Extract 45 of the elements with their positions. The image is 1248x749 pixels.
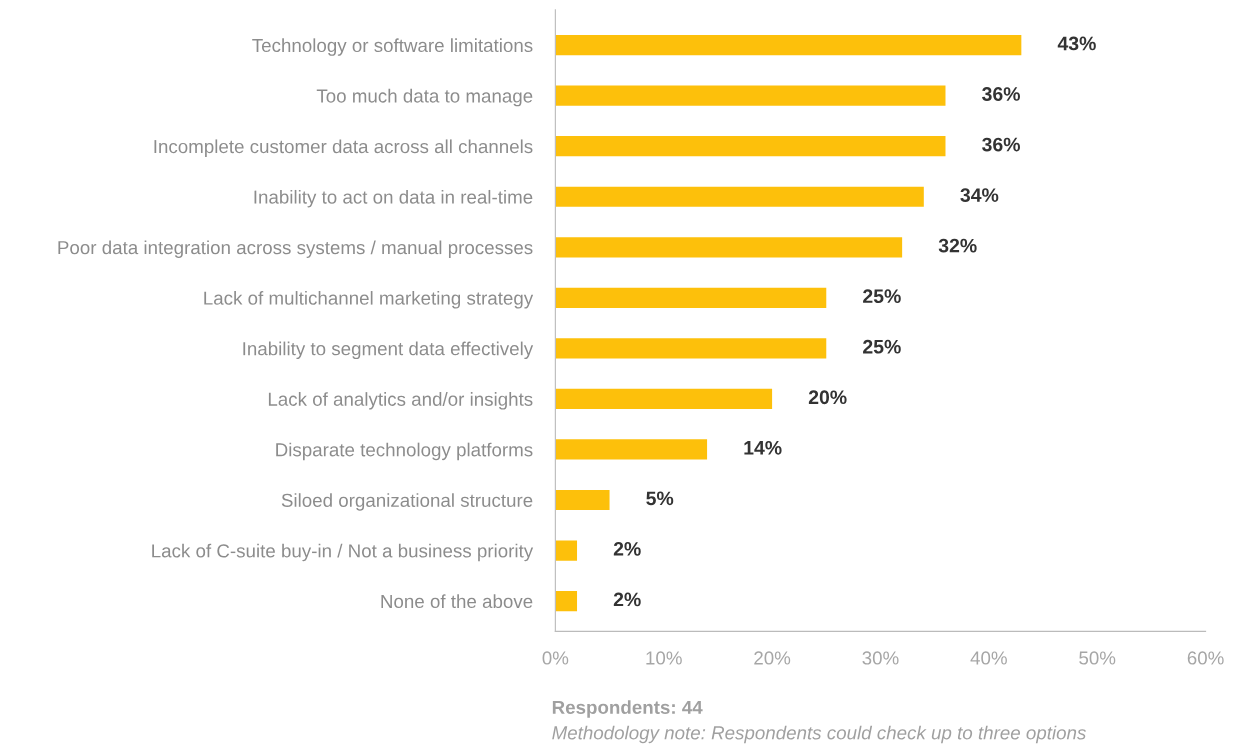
bar <box>555 540 578 561</box>
data-label: 20% <box>808 390 847 405</box>
x-tick-label: 60% <box>1187 651 1224 665</box>
text: Respondents: 44 <box>552 700 703 718</box>
x-tick-label: 10% <box>646 651 682 665</box>
x-tick-label: 30% <box>862 651 899 665</box>
y-tick-label: Incomplete customer data across all channels <box>154 139 533 157</box>
x-tick-label: 20% <box>754 651 791 665</box>
bar <box>555 136 946 157</box>
bar <box>555 287 827 308</box>
x-tick-label: 0% <box>542 651 569 665</box>
y-tick-label: Poor data integration across systems / manual processes <box>58 240 533 258</box>
bar <box>555 186 924 207</box>
bar <box>555 439 708 460</box>
data-label: 43% <box>1057 36 1096 51</box>
data-label: 25% <box>863 339 901 354</box>
y-tick-label: Lack of C-suite buy-in / Not a business priority <box>152 543 534 562</box>
bar <box>555 237 903 258</box>
bar <box>555 35 1022 56</box>
x-tick-label: 40% <box>970 651 1007 665</box>
data-label: 32% <box>938 238 977 253</box>
y-tick-label: None of the above <box>381 594 533 609</box>
y-tick-label: Inability to segment data effectively <box>243 341 534 360</box>
y-tick-label: Inability to act on data in real-time <box>254 189 533 208</box>
bar <box>555 388 773 410</box>
data-label: 36% <box>982 137 1020 152</box>
data-label: 2% <box>613 592 641 607</box>
text: Methodology note: Respondents could check up to three options <box>552 725 1086 744</box>
data-label: 14% <box>744 440 782 455</box>
y-tick-label: Too much data to manage <box>316 88 533 107</box>
data-label: 25% <box>863 289 901 304</box>
data-label: 34% <box>960 188 999 202</box>
bar <box>555 590 578 612</box>
bar <box>555 85 946 106</box>
y-tick-label: Lack of multichannel marketing strategy <box>204 291 534 309</box>
bar <box>555 489 610 511</box>
y-tick-label: Lack of analytics and/or insights <box>268 392 533 410</box>
data-label: 2% <box>613 541 641 556</box>
data-label: 5% <box>646 491 674 506</box>
bar <box>555 338 827 359</box>
y-tick-label: Technology or software limitations <box>252 38 533 56</box>
data-label: 36% <box>982 87 1020 101</box>
x-tick-label: 50% <box>1079 651 1116 665</box>
y-tick-label: Siloed organizational structure <box>281 493 533 511</box>
y-tick-label: Disparate technology platforms <box>276 442 533 461</box>
